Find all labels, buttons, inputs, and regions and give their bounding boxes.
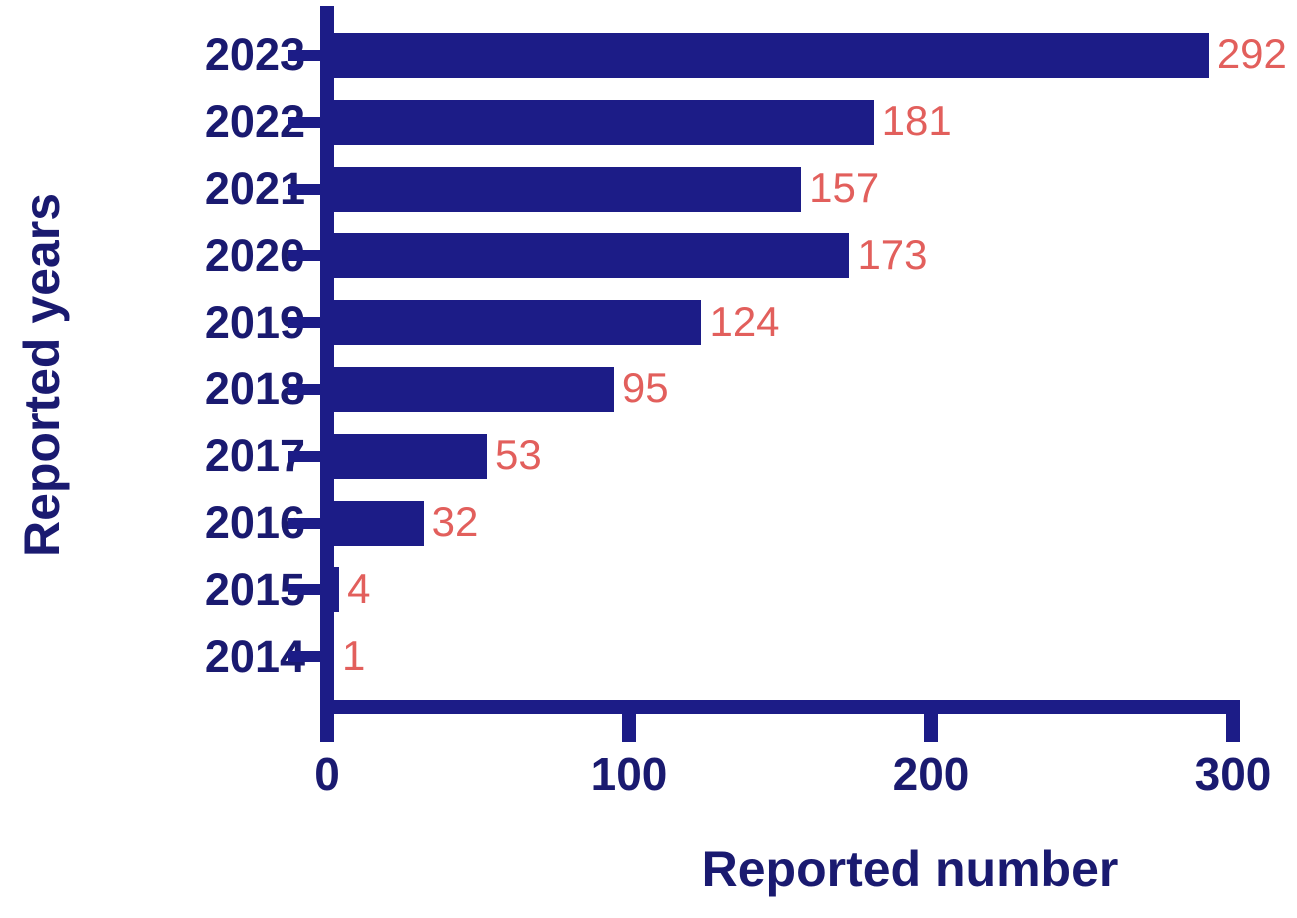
x-tick-label: 300 [1194,748,1272,800]
x-axis-line [320,700,1240,714]
x-tick-label: 200 [892,748,970,800]
value-label: 173 [857,230,928,278]
y-axis-title: Reported years [14,192,70,558]
value-label: 32 [431,498,479,545]
bar-2016 [327,500,424,546]
value-label: 4 [347,564,371,612]
y-tick-mark [288,383,322,395]
bar-2021 [327,166,802,212]
value-label: 53 [495,431,542,479]
y-axis-line [320,6,334,714]
y-tick-mark [288,317,322,329]
y-tick-mark [288,116,322,128]
value-label: 124 [709,297,780,345]
bar-2019 [327,300,702,346]
bar-2018 [327,366,614,412]
y-tick-mark [288,250,322,262]
y-tick-mark [288,584,322,596]
bar-2023 [327,32,1209,78]
y-tick-mark [288,517,322,529]
value-label: 292 [1216,30,1287,78]
x-tick-mark [320,712,334,742]
y-tick-mark [288,651,322,663]
value-label: 1 [342,631,366,679]
x-tick-mark [1226,712,1240,742]
bar-2017 [327,433,488,479]
y-tick-mark [288,183,322,195]
x-tick-mark [924,712,938,742]
y-tick-mark [288,450,322,462]
x-axis-title: Reported number [701,841,1119,897]
bar-2022 [327,99,874,145]
y-tick-mark [288,49,322,61]
x-tick-mark [622,712,636,742]
bar-2020 [327,233,850,279]
value-label: 181 [881,97,952,145]
x-tick-label: 0 [314,748,340,800]
value-label: 157 [809,164,880,211]
value-label: 95 [621,364,669,412]
x-tick-label: 100 [590,748,668,800]
